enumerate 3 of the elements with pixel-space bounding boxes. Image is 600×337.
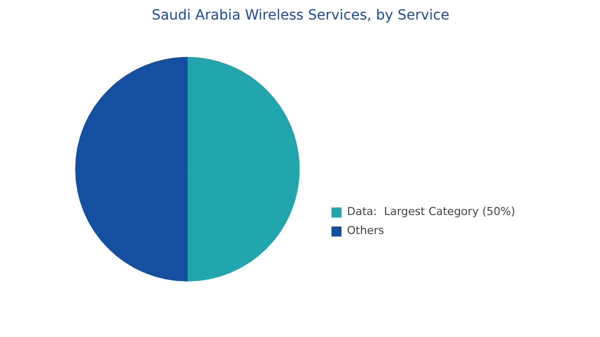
- chart-title: Saudi Arabia Wireless Services, by Service: [152, 8, 450, 24]
- legend-label: Data: Largest Category (50%): [347, 205, 516, 218]
- legend-label: Others: [347, 224, 384, 237]
